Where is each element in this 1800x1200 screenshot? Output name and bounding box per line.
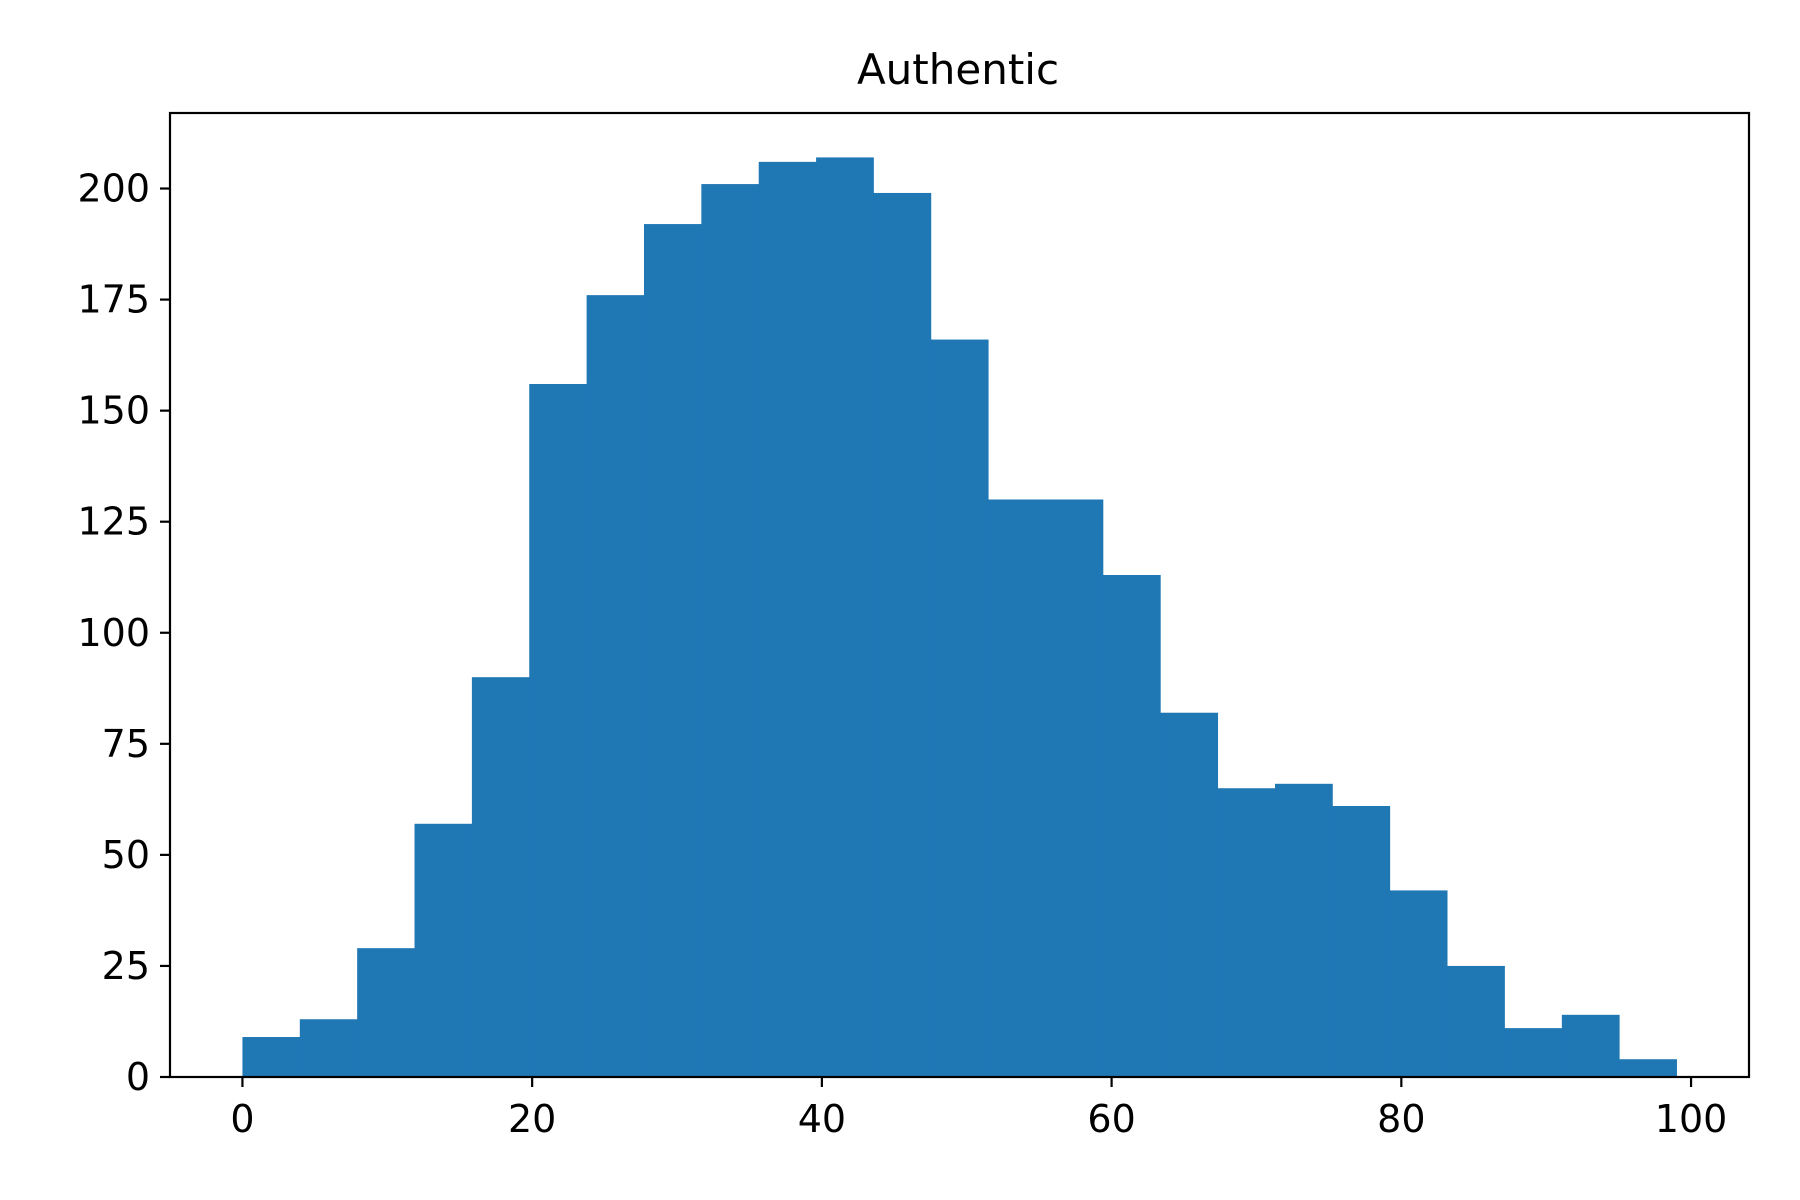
histogram-bar [1217, 788, 1276, 1077]
histogram-bar [1102, 575, 1161, 1077]
x-tick-label: 80 [1377, 1097, 1425, 1141]
y-tick-label: 75 [102, 722, 150, 766]
y-axis: 0 25 50 75 100 125 150 175 200 [77, 167, 170, 1099]
histogram-bar [1447, 965, 1505, 1077]
histogram-bar [1275, 783, 1333, 1077]
x-tick-label: 0 [230, 1097, 254, 1141]
plot-frame [168, 111, 1751, 1079]
histogram-bar [357, 948, 415, 1077]
chart-title: Authentic [857, 45, 1059, 94]
y-tick-label: 25 [102, 944, 150, 988]
histogram-bar [1160, 712, 1219, 1077]
histogram-bar [242, 1037, 301, 1077]
histogram-bar [299, 1019, 358, 1077]
y-tick-label: 200 [77, 167, 150, 211]
y-tick-label: 125 [77, 500, 150, 544]
histogram-bar [1332, 806, 1391, 1077]
histogram-bar [873, 192, 932, 1077]
y-tick-label: 0 [126, 1055, 150, 1099]
histogram-bar [1504, 1028, 1563, 1077]
x-tick-label: 40 [798, 1097, 846, 1141]
histogram-bar [701, 184, 760, 1077]
y-tick-label: 150 [77, 389, 150, 433]
x-axis: 0 20 40 60 80 100 [230, 1077, 1727, 1141]
histogram-bar [930, 339, 989, 1077]
bars-group [242, 157, 1677, 1078]
histogram-bar [1045, 499, 1104, 1077]
x-tick-label: 100 [1655, 1097, 1728, 1141]
y-tick-label: 50 [102, 833, 150, 877]
histogram-bar [586, 295, 645, 1077]
histogram-bar [643, 224, 702, 1077]
histogram-bar [1561, 1014, 1620, 1077]
histogram-bar [1389, 890, 1448, 1077]
histogram-bar [414, 823, 473, 1077]
histogram-bar [1619, 1059, 1677, 1077]
histogram-bar [758, 161, 817, 1078]
histogram-bar [988, 499, 1046, 1077]
histogram-bar [816, 157, 874, 1078]
histogram-bar [471, 677, 530, 1077]
x-tick-label: 60 [1087, 1097, 1135, 1141]
y-tick-label: 100 [77, 611, 150, 655]
y-tick-label: 175 [77, 278, 150, 322]
x-tick-label: 20 [508, 1097, 556, 1141]
histogram-bar [529, 383, 588, 1077]
